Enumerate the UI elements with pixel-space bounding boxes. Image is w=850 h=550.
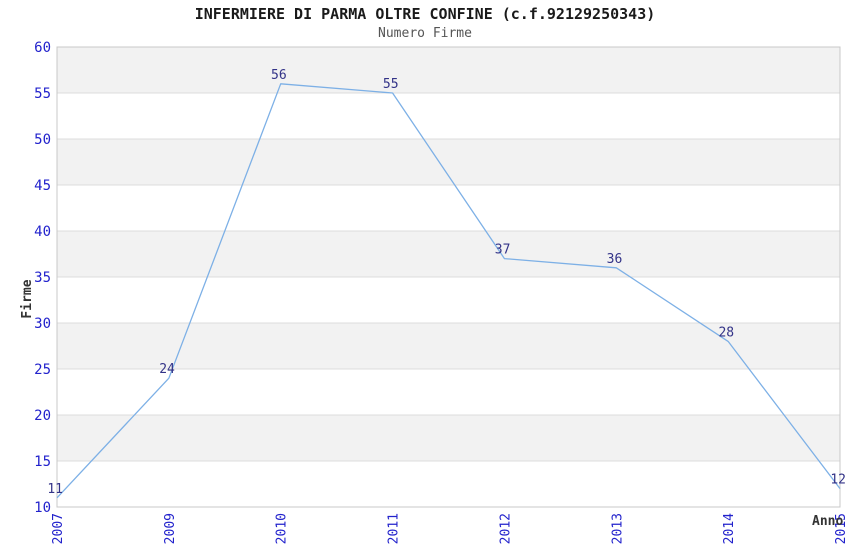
line-series: [56, 83, 841, 499]
plot-band: [57, 93, 840, 139]
y-tick-label: 20: [34, 408, 51, 424]
data-point-label: 12: [830, 473, 846, 488]
plot-band: [57, 277, 840, 323]
data-point-label: 24: [159, 362, 175, 377]
x-axis-title: Anno: [812, 514, 844, 529]
data-point-label: 56: [271, 68, 287, 83]
x-tick-label: 2009: [163, 513, 178, 544]
x-tick-label: 2014: [722, 513, 737, 544]
plot-band: [57, 231, 840, 277]
plot-band: [57, 47, 840, 93]
y-tick-label: 60: [34, 40, 51, 56]
y-tick-label: 25: [34, 362, 51, 378]
y-tick-label: 35: [34, 270, 51, 286]
plot-band: [57, 415, 840, 461]
data-point-label: 37: [495, 243, 511, 258]
x-tick-label: 2010: [275, 513, 290, 544]
data-point-label: 36: [607, 252, 623, 267]
y-tick-label: 30: [34, 316, 51, 332]
y-tick-label: 55: [34, 86, 51, 102]
x-tick-label: 2011: [387, 513, 402, 544]
plot-band: [57, 185, 840, 231]
chart-title: INFERMIERE DI PARMA OLTRE CONFINE (c.f.9…: [194, 5, 656, 23]
plot-band: [57, 461, 840, 507]
plot-border: [56, 46, 841, 508]
x-tick-label: 2013: [610, 513, 625, 544]
x-tick-label: 2015: [834, 513, 849, 544]
y-tick-label: 45: [34, 178, 51, 194]
data-point-label: 11: [47, 482, 63, 497]
y-tick-label: 10: [34, 500, 51, 516]
chart-subtitle: Numero Firme: [378, 26, 472, 41]
x-tick-label: 2012: [498, 513, 513, 544]
plot-band: [57, 369, 840, 415]
y-tick-label: 50: [34, 132, 51, 148]
x-tick-label: 2007: [51, 513, 66, 544]
plot-band: [57, 139, 840, 185]
data-point-label: 55: [383, 77, 399, 92]
y-tick-label: 15: [34, 454, 51, 470]
data-point-label: 28: [718, 325, 734, 340]
y-tick-label: 40: [34, 224, 51, 240]
